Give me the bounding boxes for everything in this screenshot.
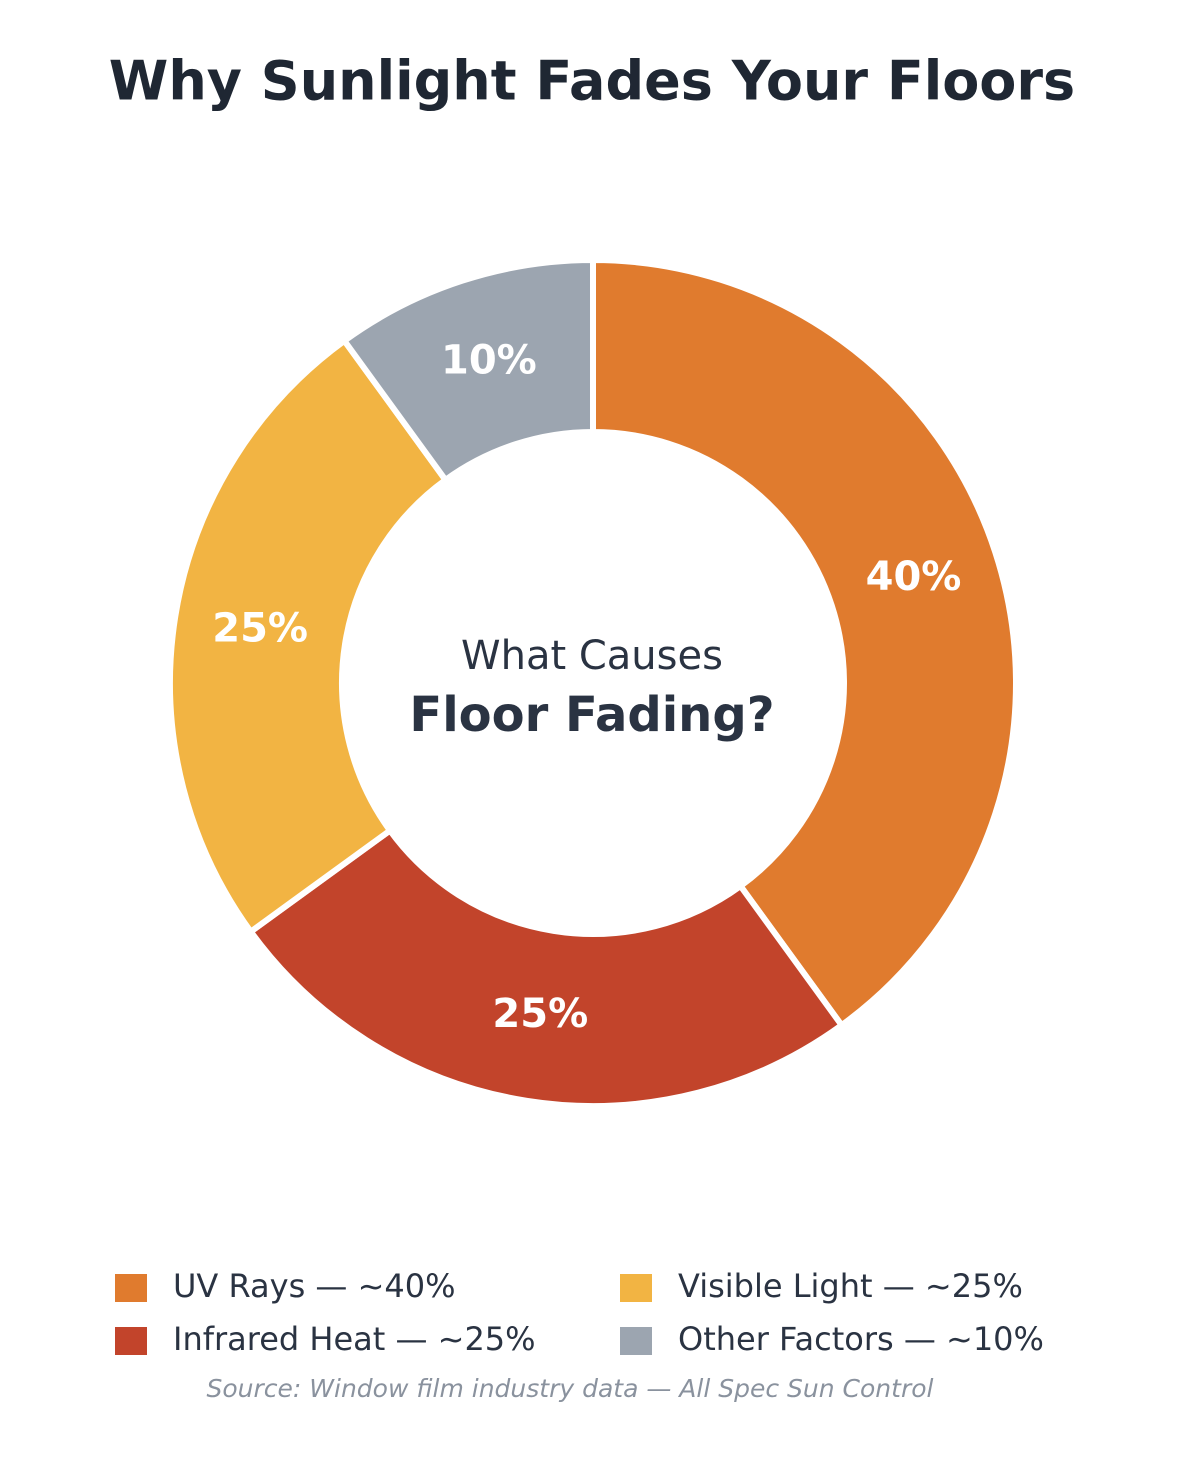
donut-slice — [167, 336, 450, 936]
legend-swatch — [620, 1327, 652, 1355]
center-text: What Causes — [461, 633, 723, 679]
legend-swatch — [115, 1327, 147, 1355]
data-label: 25% — [492, 991, 588, 1037]
legend-label: Visible Light — ~25% — [678, 1267, 1023, 1305]
data-label: 25% — [212, 605, 308, 651]
donut-slice — [340, 256, 596, 485]
center-text: Floor Fading? — [409, 687, 774, 743]
chart-title: Why Sunlight Fades Your Floors — [109, 50, 1075, 113]
legend-swatch — [620, 1274, 652, 1302]
legend-swatch — [115, 1274, 147, 1302]
donut-slice — [590, 256, 1019, 1030]
legend-label: Other Factors — ~10% — [678, 1320, 1044, 1358]
data-label: 40% — [866, 554, 962, 600]
source-note: Source: Window film industry data — All … — [207, 1374, 934, 1403]
legend-label: Infrared Heat — ~25% — [173, 1320, 536, 1358]
donut-slice — [246, 826, 846, 1109]
data-label: 10% — [441, 337, 537, 383]
legend-label: UV Rays — ~40% — [173, 1267, 456, 1305]
